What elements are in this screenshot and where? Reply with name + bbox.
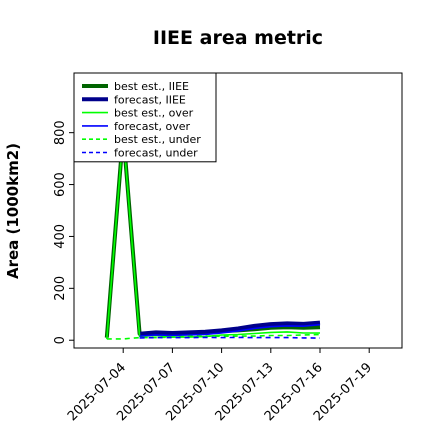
series-line-3 <box>139 323 321 337</box>
legend-label-2: best est., over <box>114 107 194 120</box>
legend-label-4: best est., under <box>114 133 201 146</box>
legend-label-0: best est., IIEE <box>114 80 189 93</box>
y-tick-label-0: 0 <box>53 336 68 344</box>
series-line-1 <box>139 320 321 336</box>
y-tick-label-1: 200 <box>53 276 68 301</box>
y-tick-label-2: 400 <box>53 224 68 249</box>
series-line-5 <box>139 336 321 339</box>
y-axis-label: Area (1000km2) <box>4 143 22 279</box>
legend-label-5: forecast, under <box>114 147 198 160</box>
chart-title: IIEE area metric <box>153 27 323 49</box>
plot-layer <box>104 130 321 340</box>
axes-layer: 02004006008002025-07-042025-07-072025-07… <box>53 120 375 424</box>
legend-label-1: forecast, IIEE <box>114 93 186 106</box>
y-tick-label-4: 800 <box>53 120 68 145</box>
y-tick-label-3: 600 <box>53 172 68 197</box>
series-line-0 <box>104 130 321 338</box>
legend-label-3: forecast, over <box>114 120 190 133</box>
plot-frame <box>73 72 403 349</box>
